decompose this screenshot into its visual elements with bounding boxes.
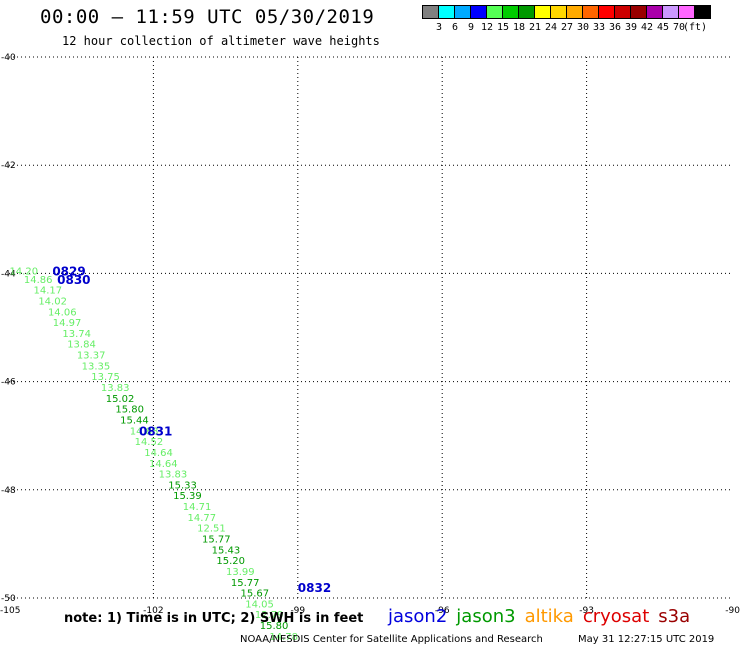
wave-height-label: 14.71 [183, 502, 212, 513]
pass-time-label: 0830 [57, 273, 90, 287]
legend-label: (ft) [682, 22, 708, 33]
legend-swatch [694, 5, 711, 19]
wave-height-label: 13.35 [82, 361, 111, 372]
legend-label: 21 [528, 22, 542, 33]
pass-time-label: 0829 [52, 265, 85, 279]
wave-height-label: 14.05 [245, 599, 274, 610]
wave-height-label: 14.64 [144, 448, 173, 459]
wave-height-label: 15.77 [202, 534, 231, 545]
legend-label: 42 [640, 22, 654, 33]
chart-title: 00:00 – 11:59 UTC 05/30/2019 [40, 6, 375, 28]
pass-time-label: 0831 [139, 424, 172, 438]
wave-height-label: 12.51 [197, 524, 226, 535]
wave-height-label: 13.99 [226, 567, 255, 578]
wave-height-label: 15.80 [260, 621, 289, 632]
wave-height-label: 15.39 [173, 491, 202, 502]
wave-height-label: 13.75 [91, 372, 120, 383]
wave-height-label: 14.17 [34, 286, 63, 297]
wave-height-label: 15.33 [168, 480, 197, 491]
legend-labels: 3 6 9 12 15 18 21 24 27 30 33 36 39 42 45 70 (ft) [422, 22, 740, 36]
satellite-s3a: s3a [658, 606, 691, 627]
legend-label: 36 [608, 22, 622, 33]
x-tick-label: -102 [143, 606, 163, 616]
wave-height-label: 14.06 [48, 307, 77, 318]
y-tick-label: -50 [1, 594, 16, 604]
wave-height-label: 15.20 [216, 556, 245, 567]
legend-label: 33 [592, 22, 606, 33]
y-tick-label: -42 [1, 161, 16, 171]
legend-label: 9 [467, 22, 475, 33]
satellite-altika: altika [524, 606, 574, 627]
wave-height-label: 14.77 [188, 513, 217, 524]
wave-height-label: 14.88 [130, 426, 159, 437]
legend-swatches [422, 5, 711, 19]
wave-height-label: 14.97 [53, 318, 82, 329]
satellite-jason2: jason2 [388, 606, 448, 627]
wave-height-label: 15.02 [106, 394, 135, 405]
y-tick-label: -44 [1, 269, 16, 279]
wave-height-label: 15.44 [120, 415, 149, 426]
wave-height-label: 15.43 [212, 545, 241, 556]
wave-height-label: 15.80 [115, 405, 144, 416]
y-tick-label: -48 [1, 486, 16, 496]
y-tick-label: -40 [1, 53, 16, 63]
pass-time-label: 0832 [298, 581, 331, 595]
wave-height-label: 13.83 [101, 383, 130, 394]
wave-height-label: 14.52 [135, 437, 164, 448]
legend-label: 30 [576, 22, 590, 33]
legend-label: 3 [435, 22, 443, 33]
wave-height-label: 14.20 [9, 267, 38, 278]
wave-height-label: 13.37 [77, 351, 106, 362]
wave-height-label: 15.77 [231, 578, 260, 589]
legend-label: 24 [544, 22, 558, 33]
satellite-legend: jason2 jason3 altika cryosat s3a [388, 606, 699, 627]
x-tick-label: -105 [0, 606, 20, 616]
x-tick-label: -96 [435, 606, 450, 616]
satellite-cryosat: cryosat [582, 606, 650, 627]
legend-label: 12 [480, 22, 494, 33]
y-tick-label: -46 [1, 378, 16, 388]
legend-label: 15 [496, 22, 510, 33]
color-legend: 3 6 9 12 15 18 21 24 27 30 33 36 39 42 45 70 (ft) [422, 5, 711, 33]
legend-label: 27 [560, 22, 574, 33]
credit-text: NOAA/NESDIS Center for Satellite Applica… [240, 634, 543, 645]
legend-label: 45 [656, 22, 670, 33]
legend-label: 6 [451, 22, 459, 33]
wave-height-label: 13.84 [67, 340, 96, 351]
generated-timestamp: May 31 12:27:15 UTC 2019 [578, 634, 715, 645]
satellite-jason3: jason3 [456, 606, 516, 627]
wave-height-label: 14.64 [149, 459, 178, 470]
legend-label: 70 [672, 22, 686, 33]
wave-height-label: 14.86 [24, 275, 53, 286]
wave-height-label: 12.79 [255, 610, 284, 621]
x-tick-label: -93 [579, 606, 594, 616]
wave-height-label: 14.02 [38, 296, 67, 307]
chart-subtitle: 12 hour collection of altimeter wave hei… [62, 34, 380, 48]
legend-label: 18 [512, 22, 526, 33]
wave-height-label: 14.78 [269, 632, 298, 643]
wave-height-label: 15.67 [240, 589, 269, 600]
wave-height-label: 13.74 [62, 329, 91, 340]
legend-label: 39 [624, 22, 638, 33]
x-tick-label: -99 [290, 606, 305, 616]
x-tick-label: -90 [725, 606, 740, 616]
wave-height-label: 13.83 [159, 470, 188, 481]
footer-note: note: 1) Time is in UTC; 2) SWH is in fe… [64, 611, 364, 626]
